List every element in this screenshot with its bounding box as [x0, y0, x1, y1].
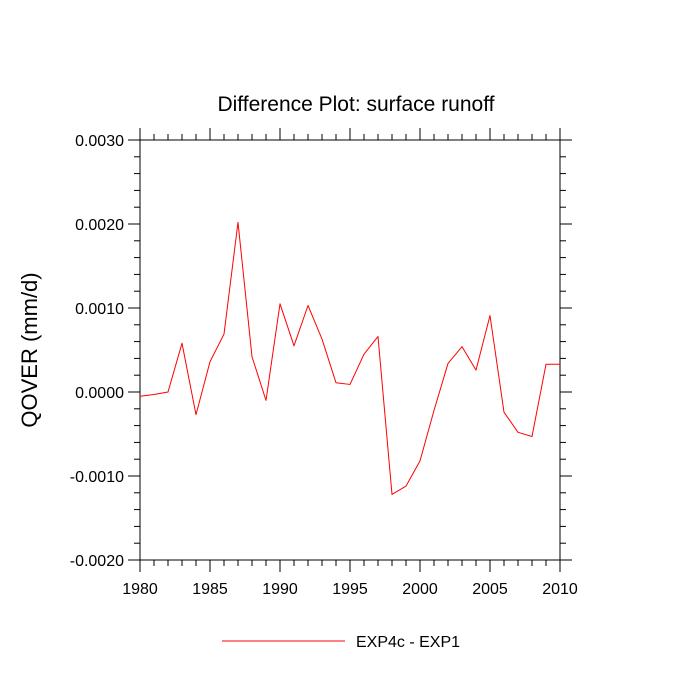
- x-tick-label: 2000: [402, 581, 438, 598]
- x-tick-label: 1985: [192, 581, 228, 598]
- y-tick-label: -0.0010: [70, 469, 124, 486]
- series-layer: [139, 221, 560, 495]
- y-tick-label: -0.0020: [70, 553, 124, 570]
- plot-border: [139, 139, 561, 561]
- y-tick-label: 0.0020: [75, 217, 124, 234]
- y-tick-label: 0.0000: [75, 385, 124, 402]
- series-line-exp4c-minus-exp1: [139, 221, 560, 495]
- x-tick-label: 1980: [122, 581, 158, 598]
- axis-ticks: -0.0020 -0.0010 0.0000 0.0010 0.0020 0.0030 19…: [70, 128, 578, 598]
- y-axis-label: QOVER (mm/d): [17, 272, 42, 427]
- x-tick-label: 2010: [542, 581, 578, 598]
- x-tick-label: 1990: [262, 581, 298, 598]
- x-tick-label: 1995: [332, 581, 368, 598]
- y-tick-label: 0.0030: [75, 133, 124, 150]
- chart-title: Difference Plot: surface runoff: [217, 93, 494, 116]
- y-tick-label: 0.0010: [75, 301, 124, 318]
- legend-label: EXP4c - EXP1: [356, 634, 460, 651]
- plot-area: [139, 139, 561, 561]
- x-tick-label: 2005: [472, 581, 508, 598]
- legend: EXP4c - EXP1: [222, 634, 460, 651]
